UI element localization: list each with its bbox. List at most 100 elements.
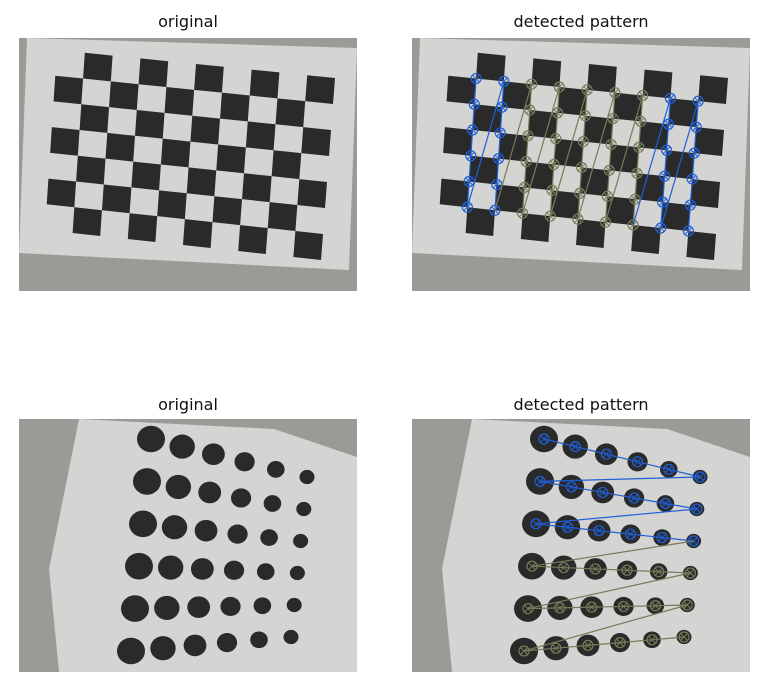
detected-center-marker xyxy=(593,525,605,537)
detected-link-line xyxy=(535,508,697,525)
detected-corner-marker xyxy=(551,107,564,119)
checker-square xyxy=(698,75,728,104)
checkerboard-original-image xyxy=(19,38,357,291)
detected-link-line xyxy=(608,144,612,171)
detected-corner-marker xyxy=(465,177,473,186)
detected-corner-marker xyxy=(579,110,591,122)
detected-link-line xyxy=(466,81,505,208)
detected-link-line xyxy=(691,153,695,180)
detected-corner-marker xyxy=(575,161,588,174)
grid-circle xyxy=(289,565,305,581)
detected-link-line xyxy=(662,176,666,203)
detected-corner-marker xyxy=(553,81,565,93)
detected-corner-marker xyxy=(662,118,675,130)
detected-corner-marker xyxy=(489,204,501,216)
detected-center-marker xyxy=(614,637,626,649)
detected-corner-marker xyxy=(581,84,593,96)
checker-square xyxy=(293,231,323,260)
checker-square xyxy=(183,219,213,248)
detected-link-line xyxy=(525,135,529,162)
detected-link-line xyxy=(632,98,672,226)
detected-corner-marker xyxy=(684,199,696,211)
detected-center-marker xyxy=(678,631,690,643)
detected-corner-marker xyxy=(636,117,645,126)
detected-link-line xyxy=(529,84,533,111)
detected-corner-marker xyxy=(603,164,615,176)
detected-center-marker xyxy=(616,638,624,647)
detected-corner-marker xyxy=(461,201,473,213)
grid-circle xyxy=(267,461,285,478)
detected-corner-marker xyxy=(470,100,479,109)
detected-corner-marker xyxy=(631,167,643,179)
detected-corner-marker xyxy=(522,157,531,166)
detected-corner-marker xyxy=(492,153,505,165)
grid-circle xyxy=(299,469,315,485)
detected-corner-marker xyxy=(638,91,647,100)
checker-square xyxy=(690,179,720,208)
detected-center-marker xyxy=(526,560,538,572)
checker-square xyxy=(557,87,588,116)
detected-link-line xyxy=(606,170,610,197)
detected-corner-marker xyxy=(550,133,562,145)
detected-corner-marker xyxy=(499,77,508,86)
detected-center-marker xyxy=(602,450,611,459)
detected-link-line xyxy=(523,604,688,652)
detected-corner-marker xyxy=(496,101,508,113)
detected-center-marker xyxy=(598,488,607,497)
detected-center-marker xyxy=(656,531,668,544)
detected-corner-marker xyxy=(544,210,556,222)
checker-square xyxy=(245,121,276,151)
detected-corner-marker xyxy=(548,158,560,171)
checker-square xyxy=(305,75,335,104)
detected-center-marker xyxy=(561,521,574,533)
grid-circle xyxy=(198,481,222,504)
detected-corner-marker xyxy=(496,129,505,137)
detected-center-marker xyxy=(651,601,660,610)
grid-circle xyxy=(154,595,180,620)
detected-corner-marker xyxy=(611,88,619,97)
checker-square xyxy=(131,161,161,191)
detected-corner-marker xyxy=(690,149,699,157)
detected-center-marker xyxy=(688,535,700,547)
checker-square xyxy=(576,219,606,248)
detected-corner-marker xyxy=(694,97,703,106)
detected-link-line xyxy=(471,104,475,131)
checker-square xyxy=(271,150,302,180)
detected-center-marker xyxy=(623,566,631,575)
detected-corner-marker xyxy=(518,181,531,193)
detected-corner-marker xyxy=(601,190,613,202)
detected-corner-marker xyxy=(466,124,479,136)
grid-circle xyxy=(194,519,218,542)
detected-corner-marker xyxy=(664,92,677,104)
checker-square xyxy=(660,202,691,232)
checker-square xyxy=(79,104,110,133)
checker-square xyxy=(297,179,327,208)
checker-square xyxy=(212,196,243,226)
detected-corner-marker xyxy=(692,123,701,131)
detected-link-line xyxy=(556,86,560,113)
detected-center-marker xyxy=(633,457,642,466)
detected-corner-marker xyxy=(572,213,584,225)
detected-center-marker xyxy=(595,526,603,535)
detected-corner-marker xyxy=(631,195,639,204)
grid-circle xyxy=(256,563,275,580)
checker-square xyxy=(190,115,221,145)
checker-square xyxy=(216,144,246,174)
detected-corner-marker xyxy=(498,103,506,111)
detected-corner-marker xyxy=(548,186,556,195)
detected-corner-marker xyxy=(516,207,529,219)
detected-corner-marker xyxy=(688,147,700,159)
checker-square xyxy=(465,207,495,236)
checker-square xyxy=(76,155,106,185)
detected-center-marker xyxy=(621,564,633,576)
grid-circle xyxy=(169,434,195,459)
checker-square xyxy=(194,64,224,93)
detected-center-marker xyxy=(552,644,560,653)
detected-link-line xyxy=(473,78,477,105)
detected-link-line xyxy=(693,127,697,154)
detected-corner-marker xyxy=(492,180,501,189)
panel-title-bottom-left: original xyxy=(158,395,218,414)
detected-center-marker xyxy=(559,563,568,572)
grid-circle xyxy=(125,552,153,580)
detected-center-marker xyxy=(532,519,540,528)
